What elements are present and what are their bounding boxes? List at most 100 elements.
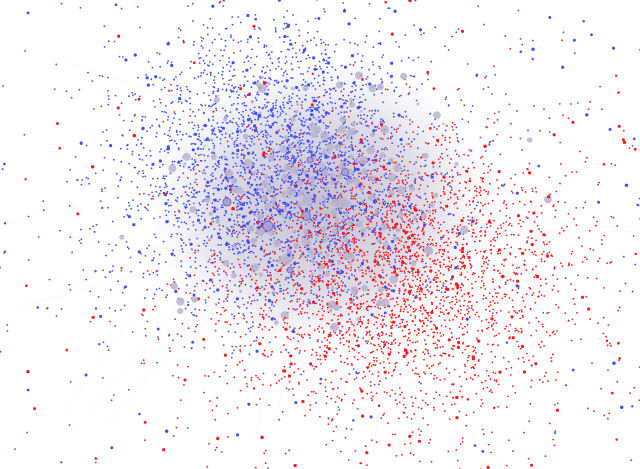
node <box>469 250 471 253</box>
node <box>381 334 383 336</box>
node <box>167 60 170 62</box>
node <box>271 140 274 143</box>
node <box>457 231 461 235</box>
node <box>302 302 305 305</box>
node <box>79 7 82 9</box>
node <box>382 238 384 240</box>
node <box>408 271 410 273</box>
node <box>170 61 173 64</box>
node <box>370 391 373 394</box>
node <box>461 265 463 268</box>
node <box>202 92 205 94</box>
node <box>256 169 259 172</box>
node <box>279 191 282 194</box>
node <box>524 191 527 193</box>
node <box>523 431 525 434</box>
node <box>368 270 371 273</box>
node <box>509 253 512 256</box>
node <box>505 203 508 206</box>
node <box>538 378 541 381</box>
node <box>430 173 433 176</box>
node <box>521 149 523 151</box>
node <box>258 342 262 346</box>
node <box>373 73 375 76</box>
node <box>353 236 356 239</box>
node <box>486 386 489 389</box>
node <box>233 219 235 222</box>
node <box>319 354 322 357</box>
node <box>316 328 319 330</box>
node <box>179 399 182 401</box>
node <box>479 194 482 197</box>
node <box>497 252 499 255</box>
node <box>431 192 433 195</box>
node <box>428 367 431 370</box>
node <box>407 56 410 59</box>
node <box>412 311 415 313</box>
node <box>285 87 288 90</box>
node <box>224 39 227 42</box>
node <box>390 316 393 318</box>
node <box>273 288 275 291</box>
node <box>488 182 491 185</box>
node <box>444 291 447 294</box>
node <box>448 266 451 269</box>
node <box>489 169 492 172</box>
node <box>269 77 271 79</box>
node <box>325 178 327 181</box>
node <box>326 306 329 309</box>
node <box>300 209 304 213</box>
node <box>415 161 417 164</box>
node <box>278 150 280 153</box>
node <box>339 306 342 308</box>
node <box>471 201 474 203</box>
node <box>445 296 448 299</box>
node <box>199 222 201 224</box>
node <box>313 67 317 71</box>
node <box>360 114 362 117</box>
node <box>252 321 254 324</box>
node <box>399 308 402 311</box>
node <box>210 317 213 320</box>
node <box>348 334 351 336</box>
node <box>458 326 461 328</box>
node <box>372 228 375 230</box>
node <box>195 267 197 270</box>
node <box>210 71 212 74</box>
node <box>317 358 319 361</box>
node <box>371 351 373 354</box>
node <box>70 96 73 99</box>
node <box>370 385 372 387</box>
node <box>537 296 539 298</box>
node <box>351 229 354 231</box>
node <box>93 108 95 110</box>
node <box>346 357 349 360</box>
node <box>404 183 407 186</box>
node <box>600 239 603 241</box>
node <box>456 171 459 174</box>
node <box>303 142 305 145</box>
node <box>430 270 432 273</box>
node <box>238 231 241 234</box>
node <box>269 272 271 274</box>
node <box>474 185 476 188</box>
node <box>429 355 432 358</box>
node <box>411 431 414 434</box>
node <box>592 216 595 219</box>
node <box>200 72 203 74</box>
node <box>348 227 351 230</box>
node <box>371 121 374 124</box>
node <box>408 204 412 208</box>
node <box>393 313 396 316</box>
node <box>493 288 496 291</box>
node <box>564 174 567 177</box>
node <box>540 231 543 233</box>
node <box>218 375 221 378</box>
node <box>356 358 359 361</box>
node <box>475 301 478 304</box>
node <box>359 320 362 323</box>
node <box>394 338 397 341</box>
node <box>357 266 360 269</box>
node <box>353 177 356 179</box>
